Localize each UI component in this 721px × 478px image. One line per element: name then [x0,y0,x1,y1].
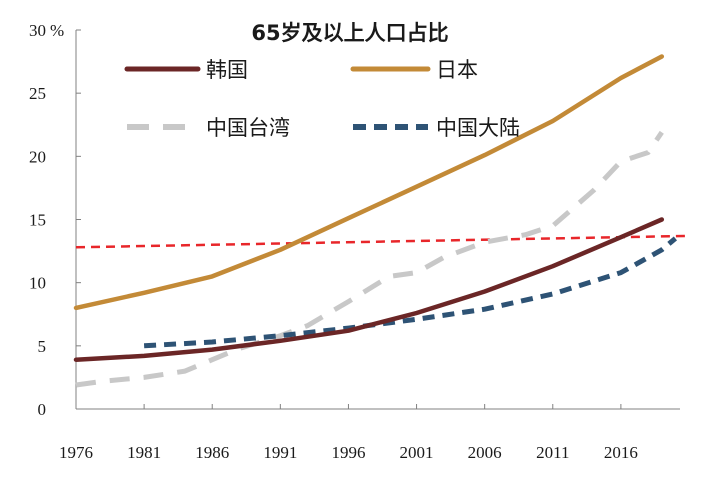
y-tick-label: 25 [29,84,46,103]
series-line [73,54,665,311]
series-line [73,217,665,362]
y-tick-label: 0 [38,400,47,419]
x-tick-label: 1976 [59,443,93,462]
legend-label: 日本 [436,58,478,82]
chart-title: 65岁及以上人口占比 [251,21,448,45]
y-tick-label: 20 [29,147,46,166]
legend-label: 韩国 [206,58,248,82]
legend-label: 中国台湾 [206,116,290,140]
x-tick-label: 1981 [127,443,161,462]
y-tick-label: 30 [29,21,46,40]
y-tick-label: 10 [29,274,46,293]
x-tick-label: 2011 [536,443,569,462]
y-tick-label: 15 [29,211,46,230]
x-tick-label: 2016 [604,443,638,462]
series-line [75,130,664,388]
x-tick-label: 1991 [263,443,297,462]
x-tick-label: 2006 [468,443,502,462]
x-tick-label: 2001 [400,443,434,462]
reference-line [75,234,690,249]
x-tick-label: 1986 [195,443,229,462]
y-tick-label: 5 [38,337,47,356]
x-tick-label: 1996 [331,443,365,462]
reference-line-layer [75,234,690,249]
series-line [143,236,678,349]
legend-label: 中国大陆 [436,116,520,140]
y-unit-label: % [50,21,64,40]
series-layer [73,54,678,388]
axis-layer: 0 5 10 15 20 25 30 % 1976 1981 1986 1991 1996 2001 200… [29,21,680,462]
